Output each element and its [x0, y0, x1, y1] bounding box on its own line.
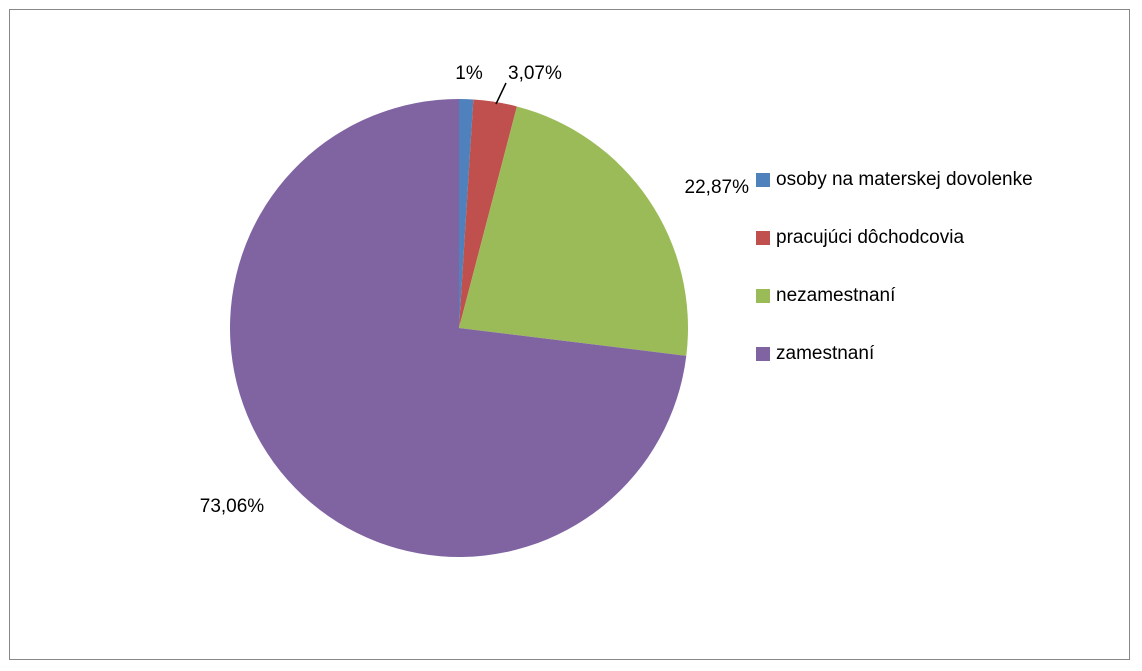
- data-label-nezamestnani: 22,87%: [685, 177, 750, 198]
- data-labels: 1% 3,07% 22,87% 73,06%: [200, 63, 749, 517]
- legend-swatch: [756, 347, 770, 361]
- pie-slice-osoby-na-materskej-dovolenke: [459, 99, 474, 328]
- pie-slices: [230, 99, 688, 558]
- pie-slice-zamestnani: [230, 99, 687, 558]
- legend-label: osoby na materskej dovolenke: [776, 169, 1033, 190]
- data-label-zamestnani: 73,06%: [200, 496, 265, 517]
- leader-line-pracujuci-dochodcovia: [495, 82, 507, 105]
- legend-label: nezamestnaní: [776, 285, 896, 306]
- legend: osoby na materskej dovolenke pracujúci d…: [756, 166, 1033, 398]
- legend-swatch: [756, 173, 770, 187]
- leader-lines: [495, 82, 507, 105]
- legend-swatch: [756, 231, 770, 245]
- pie-slice-pracujuci-dochodcovia: [459, 99, 517, 329]
- data-label-pracujuci-dochodcovia: 3,07%: [508, 63, 562, 84]
- legend-label: pracujúci dôchodcovia: [776, 227, 965, 248]
- legend-label: zamestnaní: [776, 343, 875, 364]
- legend-item-nezamestnani: nezamestnaní: [756, 282, 1033, 310]
- legend-item-osoby-na-materskej-dovolenke: osoby na materskej dovolenke: [756, 166, 1033, 194]
- pie-slice-nezamestnani: [459, 106, 688, 356]
- legend-swatch: [756, 289, 770, 303]
- data-label-osoby-na-materskej-dovolenke: 1%: [455, 63, 483, 84]
- legend-item-pracujuci-dochodcovia: pracujúci dôchodcovia: [756, 224, 1033, 252]
- legend-item-zamestnani: zamestnaní: [756, 340, 1033, 368]
